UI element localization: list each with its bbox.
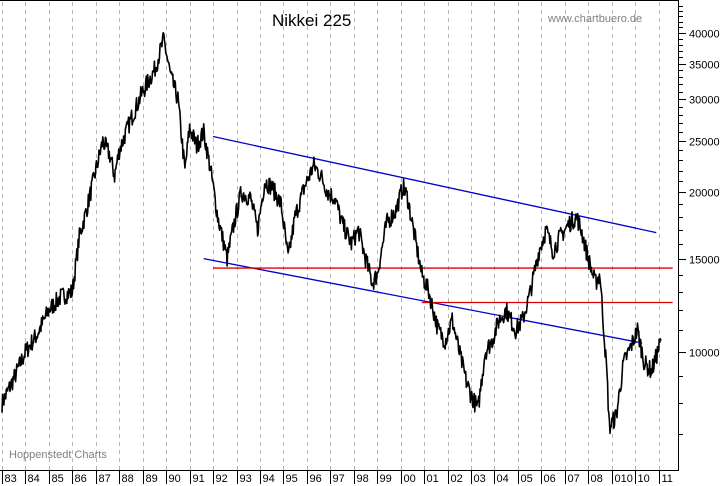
watermark-text: www.chartbuero.de bbox=[547, 13, 642, 25]
x-tick-label: 83 bbox=[5, 473, 17, 485]
x-tick-label: 010 bbox=[615, 473, 633, 485]
x-tick-label: 86 bbox=[75, 473, 87, 485]
y-tick-label: 15000 bbox=[689, 255, 720, 267]
x-tick-label: 04 bbox=[497, 473, 509, 485]
vertical-grid bbox=[2, 2, 660, 470]
y-tick-label: 10000 bbox=[689, 348, 720, 360]
x-tick-label: 85 bbox=[52, 473, 64, 485]
x-tick-label: 90 bbox=[169, 473, 181, 485]
x-tick-label: 08 bbox=[591, 473, 603, 485]
y-axis-ticks: 40000 35000 30000 25000 20000 15000 10000 bbox=[678, 6, 720, 435]
x-tick-label: 92 bbox=[216, 473, 228, 485]
source-credit: Hoppenstedt Charts bbox=[9, 449, 107, 461]
x-tick-label: 10 bbox=[638, 473, 650, 485]
y-tick-label: 35000 bbox=[689, 60, 720, 72]
channel-trendline bbox=[203, 258, 643, 344]
y-tick-label: 25000 bbox=[689, 137, 720, 149]
y-tick-label: 40000 bbox=[689, 29, 720, 41]
channel-trendline bbox=[212, 135, 657, 234]
x-tick-label: 06 bbox=[544, 473, 556, 485]
x-tick-label: 11 bbox=[662, 473, 673, 485]
trendlines bbox=[203, 135, 673, 344]
x-tick-label: 89 bbox=[146, 473, 158, 485]
y-tick-label: 30000 bbox=[689, 95, 720, 107]
x-tick-label: 84 bbox=[28, 473, 40, 485]
x-tick-label: 03 bbox=[474, 473, 486, 485]
x-tick-label: 07 bbox=[568, 473, 580, 485]
x-tick-label: 96 bbox=[310, 473, 322, 485]
x-axis-ticks: 83 84 85 86 87 88 89 90 91 92 93 94 95 96 97 98 99 00 01 02… bbox=[2, 471, 673, 485]
x-tick-label: 99 bbox=[380, 473, 392, 485]
chart-title: Nikkei 225 bbox=[272, 11, 351, 30]
y-tick-label: 20000 bbox=[689, 188, 720, 200]
x-tick-label: 02 bbox=[451, 473, 463, 485]
nikkei-price-line bbox=[1, 31, 662, 435]
x-tick-label: 97 bbox=[333, 473, 345, 485]
x-tick-label: 05 bbox=[521, 473, 533, 485]
x-tick-label: 87 bbox=[99, 473, 111, 485]
x-tick-label: 95 bbox=[286, 473, 298, 485]
x-tick-label: 88 bbox=[122, 473, 134, 485]
x-tick-label: 93 bbox=[240, 473, 252, 485]
x-tick-label: 00 bbox=[404, 473, 416, 485]
x-tick-label: 98 bbox=[357, 473, 369, 485]
x-tick-label: 94 bbox=[263, 473, 275, 485]
x-tick-label: 01 bbox=[427, 473, 439, 485]
x-tick-label: 91 bbox=[193, 473, 205, 485]
